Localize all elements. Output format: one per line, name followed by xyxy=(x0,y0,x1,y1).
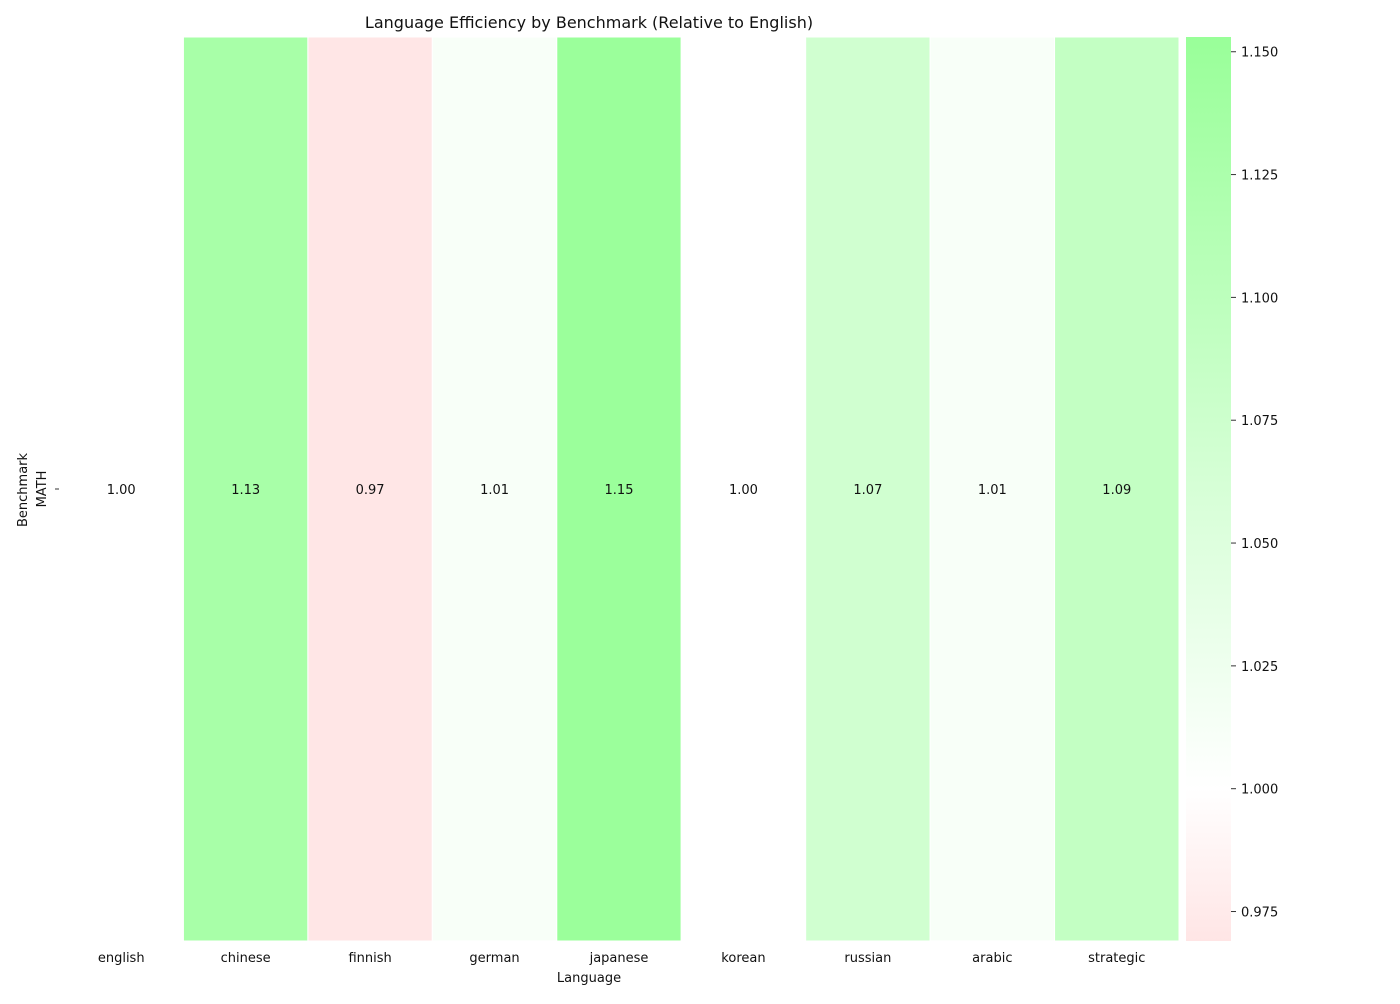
x-axis-ticks: english chinese finnish german japanese korea… xyxy=(98,951,1146,966)
x-axis-label: Language xyxy=(557,971,621,986)
colorbar-tick-label: 1.125 xyxy=(1241,169,1278,184)
cell-value-label: 1.01 xyxy=(480,483,509,498)
chart-title: Language Efficiency by Benchmark (Relati… xyxy=(365,13,813,32)
heatmap-cell-japanese xyxy=(556,36,682,942)
heatmap-cell-english xyxy=(58,36,184,942)
colorbar-tick-label: 1.075 xyxy=(1241,414,1278,429)
colorbar: 0.975 1.000 1.025 1.050 1.075 1.100 1.125 1.150 xyxy=(1186,37,1278,941)
cell-value-label: 1.09 xyxy=(1102,483,1131,498)
colorbar-tick-label: 1.150 xyxy=(1241,46,1278,61)
x-tick-label: chinese xyxy=(221,951,271,966)
x-tick-label: arabic xyxy=(972,951,1012,966)
cell-value-label: 1.00 xyxy=(729,483,758,498)
x-tick-label: finnish xyxy=(348,951,391,966)
heatmap-cell-german xyxy=(431,36,558,942)
x-tick-label: korean xyxy=(721,951,765,966)
cell-value-label: 1.15 xyxy=(605,483,634,498)
heatmap-cell-russian xyxy=(805,36,931,942)
cell-value-label: 1.00 xyxy=(107,483,136,498)
cell-value-label: 1.13 xyxy=(231,483,260,498)
colorbar-tick-label: 0.975 xyxy=(1241,906,1278,921)
x-tick-label: japanese xyxy=(589,951,649,966)
y-tick-label: MATH xyxy=(35,471,50,508)
colorbar-tick-label: 1.025 xyxy=(1241,660,1278,675)
x-tick-label: english xyxy=(98,951,145,966)
y-axis-ticks: MATH xyxy=(35,471,59,508)
x-tick-label: russian xyxy=(844,951,891,966)
colorbar-bar xyxy=(1186,37,1231,941)
heatmap-cell-chinese xyxy=(182,36,309,942)
y-axis-label: Benchmark xyxy=(16,453,31,528)
heatmap-cell-finnish xyxy=(307,36,433,942)
colorbar-tick-label: 1.000 xyxy=(1241,783,1278,798)
colorbar-tick-label: 1.100 xyxy=(1241,291,1278,306)
heatmap-cell-korean xyxy=(680,36,807,942)
heatmap-cell-strategic xyxy=(1054,36,1180,942)
heatmap-cell-arabic xyxy=(929,36,1056,942)
cell-value-label: 1.07 xyxy=(853,483,882,498)
x-tick-label: strategic xyxy=(1088,951,1145,966)
cell-value-label: 0.97 xyxy=(356,483,385,498)
colorbar-tick-label: 1.050 xyxy=(1241,537,1278,552)
heatmap-cells: 1.00 1.13 0.97 1.01 1.15 1.00 1.07 1.01 1.09 xyxy=(58,36,1180,942)
cell-value-label: 1.01 xyxy=(978,483,1007,498)
x-tick-label: german xyxy=(469,951,519,966)
